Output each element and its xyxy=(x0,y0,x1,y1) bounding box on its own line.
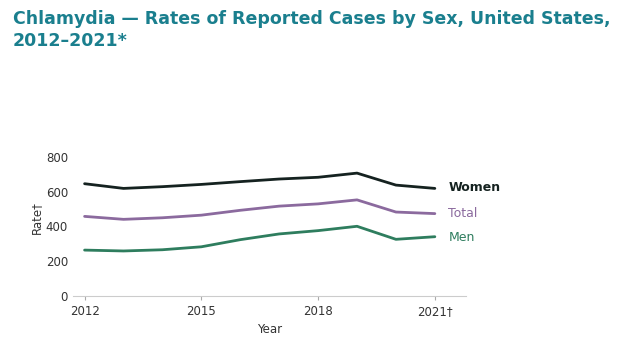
X-axis label: Year: Year xyxy=(257,323,282,336)
Text: Total: Total xyxy=(448,207,478,220)
Text: Men: Men xyxy=(448,231,475,244)
Text: Chlamydia — Rates of Reported Cases by Sex, United States,
2012–2021*: Chlamydia — Rates of Reported Cases by S… xyxy=(13,10,610,50)
Y-axis label: Rate†: Rate† xyxy=(30,201,43,234)
Text: Women: Women xyxy=(448,181,501,194)
